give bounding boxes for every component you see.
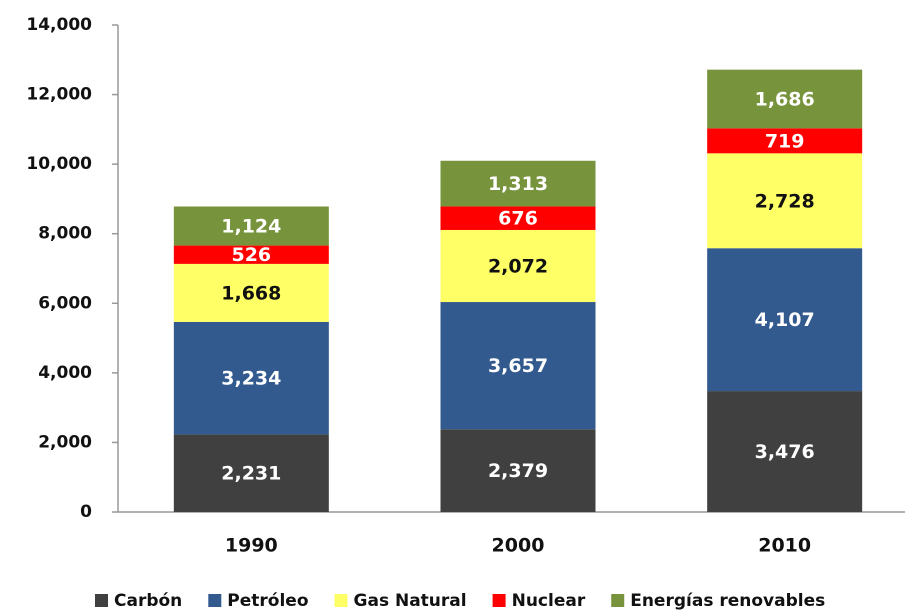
bar-segment (173, 321, 329, 435)
bar-segment (173, 245, 329, 264)
legend-label: Gas Natural (354, 591, 467, 611)
legend-label: Carbón (114, 591, 182, 611)
value-label: 2,728 (755, 190, 815, 212)
legend-swatch (611, 594, 625, 607)
legend-label: Energías renovables (630, 591, 825, 611)
value-label: 676 (498, 208, 538, 230)
legend-swatch (334, 594, 348, 607)
y-tick-label: 8,000 (38, 224, 92, 244)
bar-segment (173, 206, 329, 246)
value-label: 2,072 (488, 255, 548, 277)
value-label: 4,107 (755, 309, 815, 331)
bar-segment (173, 434, 329, 512)
value-label: 1,313 (488, 173, 548, 195)
y-tick-label: 0 (80, 502, 92, 522)
value-label: 3,476 (755, 441, 815, 463)
y-tick-label: 2,000 (38, 432, 92, 452)
value-label: 3,234 (221, 368, 281, 390)
legend-swatch (492, 594, 506, 607)
bar-segment (173, 263, 329, 322)
value-label: 1,686 (755, 88, 815, 110)
value-label: 2,231 (221, 463, 281, 485)
bar-segment (440, 429, 596, 512)
y-tick-label: 10,000 (26, 154, 92, 174)
x-tick-label: 1990 (225, 535, 278, 557)
bar-segment (707, 128, 863, 154)
x-tick-label: 2000 (492, 535, 545, 557)
value-label: 3,657 (488, 355, 548, 377)
y-tick-label: 6,000 (38, 293, 92, 313)
bar-segment (707, 391, 863, 512)
x-tick-label: 2010 (758, 535, 811, 557)
value-label: 526 (231, 244, 271, 266)
legend-label: Nuclear (512, 591, 586, 611)
legend-swatch (208, 594, 222, 607)
bar-segment (707, 248, 863, 392)
bar-segment (707, 153, 863, 249)
bar-segment (707, 69, 863, 129)
legend-label: Petróleo (227, 591, 308, 611)
bar-segment (440, 160, 596, 207)
bar-segment (440, 302, 596, 430)
y-tick-label: 12,000 (26, 85, 92, 105)
y-tick-label: 4,000 (38, 363, 92, 383)
y-tick-label: 14,000 (26, 15, 92, 35)
value-label: 1,668 (221, 282, 281, 304)
value-label: 719 (765, 130, 805, 152)
value-label: 1,124 (221, 216, 281, 238)
legend-swatch (95, 594, 108, 607)
bar-segment (440, 206, 596, 230)
bar-segment (440, 229, 596, 303)
value-label: 2,379 (488, 460, 548, 482)
